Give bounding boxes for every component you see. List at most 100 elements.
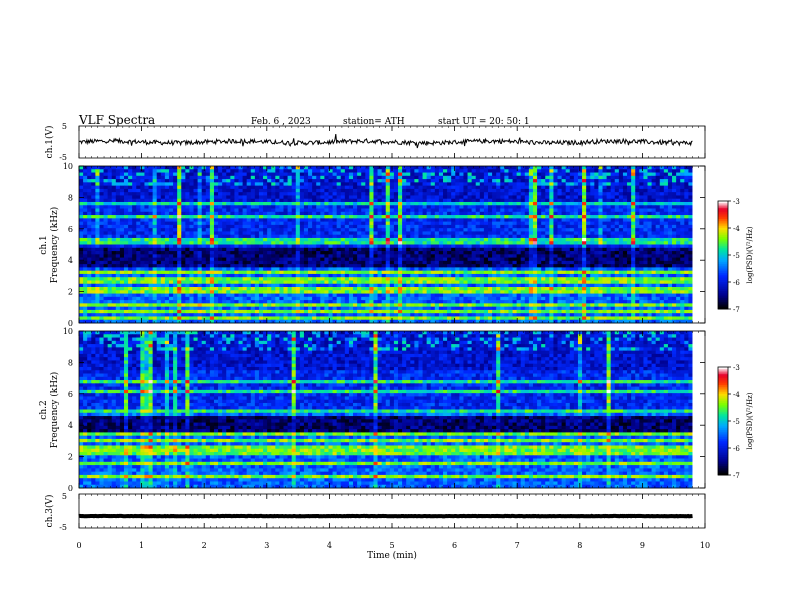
spectrogram-cell [434, 251, 440, 255]
spectrogram-cell [667, 228, 673, 232]
spectrogram-cell [651, 254, 657, 258]
spectrogram-cell [357, 208, 362, 213]
spectrogram-cell [418, 231, 423, 236]
spectrogram-cell [181, 218, 186, 222]
spectrogram-cell [144, 175, 149, 180]
spectrogram-cell [275, 198, 280, 203]
spectrogram-cell [463, 257, 468, 262]
spectrogram-cell [136, 208, 141, 213]
spectrogram-cell [156, 195, 162, 200]
spectrogram-cell [663, 228, 669, 232]
spectrogram-cell [283, 185, 288, 190]
spectrogram-cell [663, 231, 669, 236]
spectrogram-cell [655, 179, 661, 183]
spectrogram-cell [393, 228, 399, 232]
spectrogram-cell [553, 208, 558, 213]
spectrogram-cell [381, 247, 387, 252]
spectrogram-cell [250, 237, 256, 242]
spectrogram-cell [541, 205, 546, 209]
spectrogram-cell [291, 254, 297, 258]
spectrogram-cell [238, 218, 243, 222]
spectrogram-cell [181, 208, 186, 213]
spectrogram-cell [606, 218, 612, 222]
spectrogram-cell [569, 215, 575, 219]
spectrogram-cell [263, 166, 268, 170]
spectrogram-cell [627, 237, 632, 242]
spectrogram-cell [209, 179, 215, 183]
spectrogram-cell [443, 169, 448, 173]
spectrogram-cell [627, 169, 632, 173]
spectrogram-cell [271, 251, 276, 255]
spectrogram-cell [479, 270, 485, 275]
spectrogram-cell [119, 211, 125, 216]
spectrogram-cell [132, 257, 137, 262]
spectrogram-cell [447, 215, 452, 219]
spectrogram-cell [672, 198, 677, 203]
spectrogram-cell [279, 211, 284, 216]
spectrogram-cell [111, 267, 117, 272]
spectrogram-cell [271, 247, 276, 252]
spectrogram-cell [643, 182, 648, 187]
spectrogram-cell [598, 198, 603, 203]
spectrogram-cell [655, 215, 661, 219]
spectrogram-cell [148, 166, 154, 170]
spectrogram-cell [451, 267, 456, 272]
spectrogram-cell [107, 224, 113, 229]
spectrogram-cell [680, 175, 685, 180]
spectrogram-cell [79, 211, 84, 216]
spectrogram-cell [250, 270, 256, 275]
spectrogram-cell [528, 264, 534, 268]
spectrogram-cell [385, 260, 391, 265]
spectrogram-cell [324, 195, 329, 200]
spectrogram-cell [676, 244, 681, 249]
spectrogram-cell [107, 234, 113, 239]
spectrogram-cell [410, 267, 415, 272]
spectrogram-cell [627, 224, 632, 229]
spectrogram-cell [201, 205, 207, 209]
spectrogram-cell [299, 195, 305, 200]
spectrogram-cell [659, 218, 665, 222]
spectrogram-cell [492, 208, 497, 213]
spectrogram-cell [320, 215, 325, 219]
spectrogram-cell [438, 215, 444, 219]
spectrogram-cell [487, 264, 493, 268]
spectrogram-cell [336, 264, 342, 268]
spectrogram-cell [226, 260, 231, 265]
spectrogram-cell [123, 192, 129, 196]
spectrogram-cell [545, 179, 550, 183]
spectrogram-cell [410, 182, 415, 187]
spectrogram-cell [508, 198, 513, 203]
spectrogram-cell [520, 224, 526, 229]
spectrogram-cell [181, 244, 186, 249]
spectrogram-cell [324, 267, 329, 272]
spectrogram-cell [271, 267, 276, 272]
spectrogram-cell [622, 172, 628, 177]
spectrogram-cell [557, 205, 562, 209]
spectrogram-cell [291, 198, 297, 203]
spectrogram-cell [667, 264, 673, 268]
spectrogram-cell [328, 231, 333, 236]
spectrogram-cell [332, 211, 338, 216]
spectrogram-cell [402, 208, 407, 213]
spectrogram-cell [136, 273, 141, 278]
spectrogram-cell [312, 179, 317, 183]
spectrogram-cell [353, 254, 358, 258]
spectrogram-cell [193, 185, 199, 190]
spectrogram-cell [406, 179, 411, 183]
spectrogram-cell [635, 208, 640, 213]
spectrogram-cell [492, 211, 497, 216]
spectrogram-cell [361, 198, 366, 203]
spectrogram-cell [197, 237, 203, 242]
spectrogram-cell [467, 254, 473, 258]
spectrogram-cell [115, 254, 121, 258]
spectrogram-cell [144, 179, 149, 183]
spectrogram-cell [402, 172, 407, 177]
spectrogram-cell [414, 228, 419, 232]
spectrogram-cell [115, 172, 121, 177]
spectrogram-cell [402, 175, 407, 180]
spectrogram-cell [434, 188, 440, 193]
spectrogram-cell [467, 260, 473, 265]
spectrogram-cell [594, 228, 599, 232]
spectrogram-cell [177, 215, 182, 219]
spectrogram-cell [659, 267, 665, 272]
